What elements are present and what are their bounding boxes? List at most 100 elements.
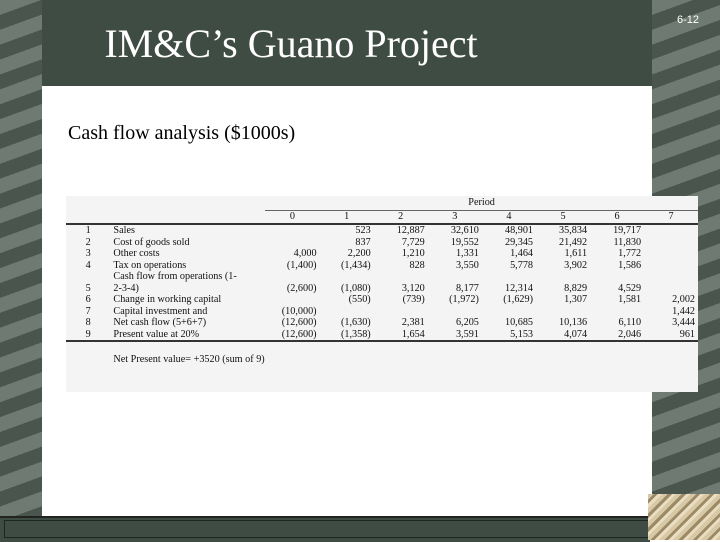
table-cell: (1,400) <box>286 259 317 271</box>
table-cell: (550) <box>348 294 371 305</box>
row-number: 2 <box>85 236 91 248</box>
row-label: Cost of goods sold <box>113 236 190 248</box>
table-cell: 523 <box>355 225 371 236</box>
table-cell: (1,630) <box>340 317 371 328</box>
table-cell: 29,345 <box>504 236 533 248</box>
table-cell: (2,600) <box>286 282 317 294</box>
table-cell <box>536 271 590 283</box>
table-cell: 48,901 <box>504 225 533 236</box>
table-cell: 10,136 <box>559 317 588 328</box>
table-cell: 5,153 <box>481 328 536 342</box>
table-cell: 1,772 <box>618 248 642 259</box>
table-cell: 1,331 <box>455 248 479 259</box>
left-decorative-band <box>0 0 42 540</box>
row-label: 2-3-4) <box>113 282 139 294</box>
table-cell: 6,110 <box>618 317 642 328</box>
table-cell: 12,887 <box>396 225 425 236</box>
table-row: 6 Change in working capital (550) (739) (1,9… <box>66 294 698 306</box>
table-row: 1 Sales 523 12,887 32,610 48,901 35,834 19,717 <box>66 224 698 237</box>
table-cell <box>428 306 482 318</box>
row-number: 4 <box>85 259 91 271</box>
table-cell: 5,778 <box>510 259 533 271</box>
table-cell: 828 <box>409 259 425 271</box>
table-cell <box>482 306 536 318</box>
row-label: Tax on operations <box>113 259 187 271</box>
table-cell: 4,074 <box>536 328 591 342</box>
table-cell <box>265 237 319 249</box>
table-cell: 1,611 <box>564 248 588 259</box>
table-cell <box>644 260 698 272</box>
table-cell: 1,654 <box>373 328 428 342</box>
table-cell: 3,902 <box>564 259 588 271</box>
table-cell: (1,080) <box>340 282 371 294</box>
row-number: 3 <box>85 248 91 259</box>
table-cell: 32,610 <box>450 225 479 236</box>
table-cell <box>536 306 590 318</box>
table-cell: 4,000 <box>293 248 317 259</box>
table-cell: (739) <box>402 294 425 305</box>
table-cell: 3,591 <box>427 328 482 342</box>
table-cell: 3,550 <box>455 259 479 271</box>
table-cell: 3,120 <box>401 282 425 294</box>
table-cell <box>644 224 698 237</box>
table-cell <box>320 306 374 318</box>
table-cell <box>265 224 319 237</box>
table-cell: (1,629) <box>503 294 533 305</box>
table-cell: 6,205 <box>455 317 479 328</box>
period-header-row: Period <box>66 196 698 211</box>
bottom-bar <box>0 516 650 542</box>
table-cell <box>265 271 319 283</box>
table-cell <box>590 306 644 318</box>
row-label: Cash flow from operations (1- <box>113 271 237 282</box>
table-cell: 1,464 <box>510 248 533 259</box>
row-number: 6 <box>85 294 91 305</box>
table-cell <box>374 306 428 318</box>
table-cell: 1,210 <box>401 248 425 259</box>
period-column-header: 5 <box>536 210 591 225</box>
table-cell: (1,972) <box>449 294 479 305</box>
table-cell: 8,177 <box>455 282 479 294</box>
slide-title: IM&C’s Guano Project <box>104 20 478 66</box>
row-label: Present value at 20% <box>110 328 266 342</box>
table-cell: 35,834 <box>559 225 588 236</box>
table-row: 3 Other costs 4,000 2,200 1,210 1,331 1,464 1,6… <box>66 248 698 260</box>
table-row: 5 2-3-4) (2,600) (1,080) 3,120 8,177 12,314 8,8… <box>66 283 698 295</box>
table-cell <box>374 271 428 283</box>
table-cell: 21,492 <box>559 236 588 248</box>
table-cell: 8,829 <box>564 282 588 294</box>
period-label: Period <box>468 197 495 208</box>
row-label: Net cash flow (5+6+7) <box>113 317 207 328</box>
table-cell <box>644 271 698 283</box>
table-cell: 2,200 <box>347 248 371 259</box>
table-cell: 19,717 <box>613 225 642 236</box>
table-row: 4 Tax on operations (1,400) (1,434) 828 3,550… <box>66 260 698 272</box>
period-column-header: 4 <box>481 210 536 225</box>
table-cell: (10,000) <box>281 305 317 317</box>
row-label: Sales <box>113 225 135 236</box>
table-cell: 19,552 <box>450 236 479 248</box>
table-cell <box>644 237 698 249</box>
row-number <box>66 271 110 283</box>
table-cell: 837 <box>355 236 371 248</box>
period-column-header: 2 <box>373 210 428 225</box>
table-cell: 2,002 <box>672 294 695 305</box>
npv-text: Net Present value= +3520 (sum of 9) <box>113 354 265 365</box>
table-cell: 11,830 <box>613 236 642 248</box>
table-cell: 4,529 <box>618 282 642 294</box>
table-cell <box>265 294 319 306</box>
row-number: 8 <box>85 317 91 328</box>
row-label: Change in working capital <box>113 294 222 305</box>
table-cell: 2,381 <box>401 317 425 328</box>
table-row: 8 Net cash flow (5+6+7) (12,600) (1,630) 2,3… <box>66 317 698 329</box>
table-cell <box>644 283 698 295</box>
period-column-header: 3 <box>427 210 482 225</box>
table-cell: 1,442 <box>672 305 695 317</box>
table-cell <box>590 271 644 283</box>
row-number: 1 <box>85 225 91 236</box>
slide-subtitle: Cash flow analysis ($1000s) <box>68 122 296 144</box>
table-row: 2 Cost of goods sold 837 7,729 19,552 29,345 2… <box>66 237 698 249</box>
table-cell: 2,046 <box>590 328 645 342</box>
